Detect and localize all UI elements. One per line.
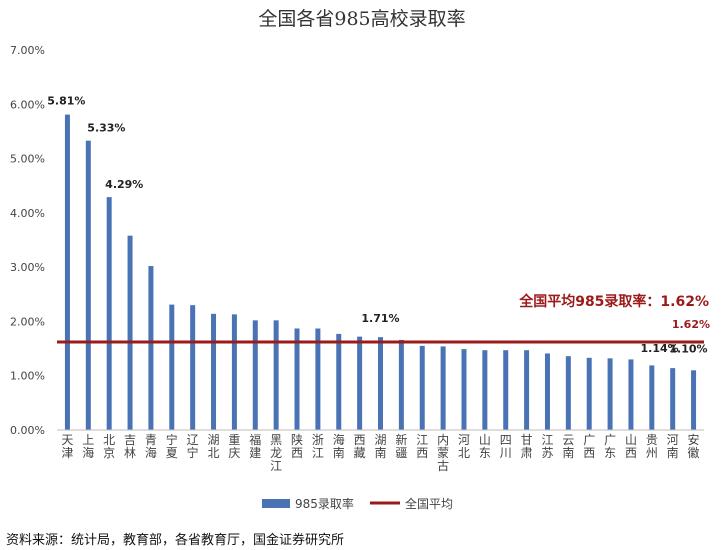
x-tick-label: 上海 (82, 433, 94, 460)
x-tick-label: 云南 (562, 433, 574, 460)
x-tick-label: 辽宁 (187, 433, 199, 460)
y-tick-label: 0.00% (10, 424, 45, 437)
bar (106, 197, 112, 430)
x-tick-label: 浙江 (312, 433, 324, 460)
x-tick-label: 湖北 (208, 432, 220, 460)
x-tick-label: 山西 (625, 433, 637, 460)
x-tick-label: 广西 (583, 433, 595, 460)
bar (190, 305, 196, 430)
bar (85, 140, 91, 430)
x-tick-label: 四川 (500, 433, 512, 460)
chart-title: 全国各省985高校录取率 (258, 8, 465, 30)
bar (503, 350, 509, 430)
x-tick-label: 河南 (667, 433, 679, 460)
bar (357, 336, 363, 430)
x-tick-label: 陕西 (291, 432, 303, 460)
bar (148, 266, 154, 430)
bar (419, 345, 425, 430)
x-tick-label: 青海 (145, 433, 157, 460)
legend-swatch-bars (262, 499, 290, 508)
bar (461, 349, 467, 430)
bar (524, 350, 530, 430)
bar (211, 313, 217, 430)
bar (169, 304, 175, 430)
y-tick-label: 4.00% (10, 207, 45, 220)
data-label: 1.10% (669, 342, 707, 355)
bar (691, 370, 697, 430)
x-tick-label: 新疆 (395, 432, 407, 460)
bar (649, 365, 655, 430)
bar (127, 235, 133, 430)
x-axis: 天津上海北京吉林青海宁夏辽宁湖北重庆福建黑龙江陕西浙江海南西藏湖南新疆江西内蒙古… (57, 429, 704, 473)
bar (440, 346, 446, 430)
x-tick-label: 福建 (249, 432, 261, 460)
x-tick-label: 内蒙古 (437, 433, 449, 473)
bar (607, 358, 613, 430)
y-tick-label: 7.00% (10, 44, 45, 57)
x-tick-label: 重庆 (228, 433, 240, 460)
legend-label-line: 全国平均 (405, 496, 453, 511)
legend-label-bars: 985录取率 (295, 496, 354, 511)
x-tick-label: 河北 (458, 433, 470, 460)
x-tick-label: 宁夏 (166, 432, 178, 460)
data-label: 1.14% (641, 342, 679, 355)
bar (336, 333, 342, 430)
bar (628, 359, 634, 430)
y-tick-label: 2.00% (10, 315, 45, 328)
bar (565, 356, 571, 430)
bar (315, 328, 321, 430)
y-tick-label: 1.00% (10, 370, 45, 383)
y-tick-label: 5.00% (10, 153, 45, 166)
x-tick-label: 甘肃 (521, 433, 533, 460)
x-tick-label: 湖南 (374, 432, 386, 460)
x-tick-label: 吉林 (124, 433, 136, 460)
legend: 985录取率 全国平均 (262, 496, 453, 511)
chart: 全国各省985高校录取率 0.00%1.00%2.00%3.00%4.00%5.… (10, 8, 710, 511)
x-tick-label: 黑龙江 (270, 433, 282, 473)
x-tick-label: 西藏 (354, 433, 366, 460)
x-tick-label: 天津 (61, 433, 73, 460)
bar (482, 350, 488, 430)
bar (231, 314, 237, 430)
bar (252, 320, 258, 430)
x-tick-label: 江苏 (541, 433, 553, 460)
bar (378, 337, 383, 430)
x-tick-label: 贵州 (646, 433, 658, 460)
bar (670, 368, 676, 430)
average-value-label: 1.62% (672, 318, 710, 331)
y-axis: 0.00% 1.00% 2.00% 3.00% 4.00% 5.00% 6.00% 7.00% (10, 44, 45, 437)
bar (586, 357, 592, 430)
y-tick-label: 3.00% (10, 261, 45, 274)
average-annotation: 全国平均985录取率：1.62% (518, 293, 709, 310)
y-tick-label: 6.00% (10, 98, 45, 111)
x-tick-label: 北京 (103, 433, 115, 460)
x-tick-label: 广东 (604, 433, 616, 460)
source-note: 资料来源：统计局，教育部，各省教育厅，国金证券研究所 (6, 533, 345, 548)
x-tick-label: 安徽 (688, 432, 700, 460)
bars (64, 114, 697, 430)
data-label: 5.33% (87, 122, 125, 135)
data-label: 5.81% (47, 95, 85, 108)
bar (273, 320, 279, 430)
x-tick-label: 山东 (479, 433, 491, 460)
data-label: 1.71% (361, 312, 399, 325)
bar (294, 328, 300, 430)
data-label: 4.29% (105, 178, 143, 191)
data-labels: 5.81% 5.33% 4.29% 1.71% 1.14%1.10% (47, 95, 707, 356)
bar (64, 114, 70, 430)
x-tick-label: 海南 (333, 432, 345, 460)
bar (398, 339, 404, 430)
bar (544, 353, 550, 430)
x-tick-label: 江西 (416, 433, 428, 460)
